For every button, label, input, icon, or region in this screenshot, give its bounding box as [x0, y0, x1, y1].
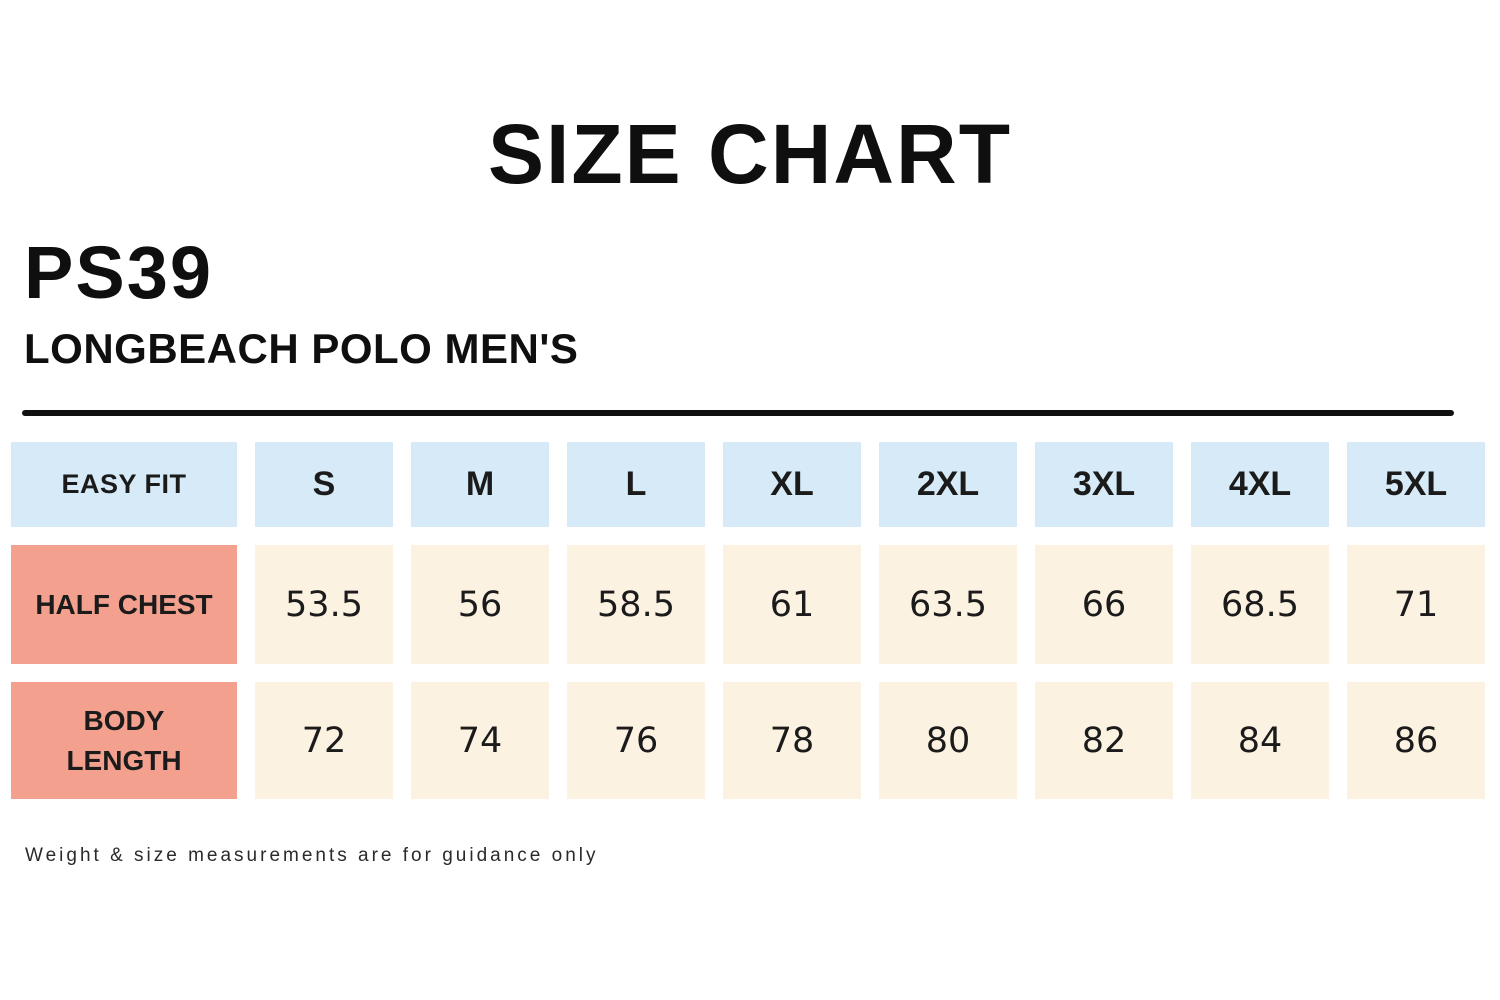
body-length-value-l: 76 — [567, 682, 705, 799]
row-label-half-chest: HALF CHEST — [11, 545, 237, 664]
row-label-body-length: BODY LENGTH — [11, 682, 237, 799]
body-length-value-4xl: 84 — [1191, 682, 1329, 799]
size-header-5xl: 5XL — [1347, 442, 1485, 527]
half-chest-value-s: 53.5 — [255, 545, 393, 664]
size-table: EASY FIT S M L XL 2XL 3XL 4XL 5XL HALF C… — [11, 442, 1485, 799]
body-length-value-xl: 78 — [723, 682, 861, 799]
size-header-4xl: 4XL — [1191, 442, 1329, 527]
size-header-xl: XL — [723, 442, 861, 527]
product-info: PS39 LONGBEACH POLO MEN'S — [24, 236, 1500, 370]
product-name: LONGBEACH POLO MEN'S — [24, 325, 579, 372]
body-length-value-2xl: 80 — [879, 682, 1017, 799]
half-chest-value-4xl: 68.5 — [1191, 545, 1329, 664]
size-header-m: M — [411, 442, 549, 527]
size-header-2xl: 2XL — [879, 442, 1017, 527]
body-length-value-m: 74 — [411, 682, 549, 799]
half-chest-value-xl: 61 — [723, 545, 861, 664]
half-chest-value-m: 56 — [411, 545, 549, 664]
fit-type-header: EASY FIT — [11, 442, 237, 527]
half-chest-value-2xl: 63.5 — [879, 545, 1017, 664]
body-length-value-s: 72 — [255, 682, 393, 799]
body-length-value-3xl: 82 — [1035, 682, 1173, 799]
half-chest-value-3xl: 66 — [1035, 545, 1173, 664]
size-header-l: L — [567, 442, 705, 527]
product-code: PS39 — [24, 231, 214, 314]
body-length-value-5xl: 86 — [1347, 682, 1485, 799]
half-chest-value-l: 58.5 — [567, 545, 705, 664]
size-chart-page: SIZE CHART PS39 LONGBEACH POLO MEN'S EAS… — [11, 107, 1500, 866]
size-header-s: S — [255, 442, 393, 527]
page-title: SIZE CHART — [488, 107, 1012, 201]
size-header-3xl: 3XL — [1035, 442, 1173, 527]
divider-line — [22, 410, 1454, 416]
half-chest-value-5xl: 71 — [1347, 545, 1485, 664]
footnote: Weight & size measurements are for guida… — [25, 845, 599, 866]
